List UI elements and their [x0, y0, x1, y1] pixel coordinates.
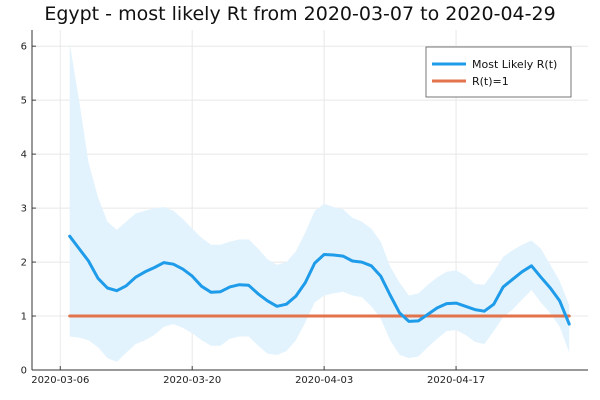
series-layer: [68, 234, 571, 326]
y-tick-label: 1: [21, 312, 27, 323]
y-tick-label: 6: [21, 42, 27, 53]
x-tick-label: 2020-03-20: [163, 375, 221, 386]
y-tick-label: 2: [21, 258, 27, 269]
y-tick-label: 0: [21, 366, 27, 377]
confidence-band: [69, 43, 570, 362]
legend: Most Likely R(t) R(t)=1: [425, 46, 572, 98]
tick-labels: 0 1 2 3 4 5 6 2020-03-06 2020-03-20 2020-04-03 202…: [21, 42, 486, 386]
most-likely-rt-line: [68, 234, 571, 326]
chart-title: Egypt - most likely Rt from 2020-03-07 t…: [44, 3, 555, 25]
x-tick-label: 2020-04-03: [295, 375, 353, 386]
x-tick-label: 2020-04-17: [427, 375, 485, 386]
x-tick-label: 2020-03-06: [31, 375, 89, 386]
axes: [31, 30, 588, 371]
confidence-band-layer: [69, 43, 570, 362]
legend-box: [425, 46, 572, 98]
y-tick-label: 3: [21, 204, 27, 215]
y-tick-label: 5: [21, 96, 27, 107]
y-tick-label: 4: [21, 150, 27, 161]
legend-label-rt-one: R(t)=1: [472, 75, 509, 88]
legend-label-most-likely: Most Likely R(t): [472, 58, 557, 71]
